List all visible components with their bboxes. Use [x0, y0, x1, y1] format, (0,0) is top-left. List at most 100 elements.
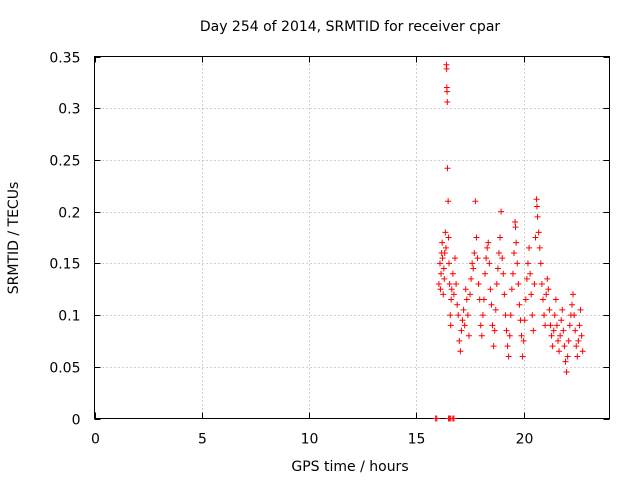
data-point [482, 270, 489, 277]
data-point [578, 332, 585, 339]
data-point [537, 260, 544, 267]
data-point [448, 296, 455, 303]
x-tick-label: 0 [91, 432, 100, 448]
data-point [536, 244, 543, 251]
data-point [564, 353, 571, 360]
data-point [435, 281, 442, 288]
y-axis-title: SRMTID / TECUs [6, 182, 22, 295]
data-point [557, 332, 564, 339]
y-tick-label: 0.15 [49, 257, 80, 273]
data-point [561, 343, 568, 350]
data-point [455, 312, 462, 319]
data-point [439, 255, 446, 262]
data-point [433, 415, 440, 422]
data-point [448, 286, 455, 293]
data-point [576, 322, 583, 329]
data-point [552, 296, 559, 303]
data-point [457, 348, 464, 355]
data-point [531, 281, 538, 288]
data-point [440, 291, 447, 298]
data-point [437, 286, 444, 293]
data-point [484, 244, 491, 251]
data-points [432, 61, 586, 422]
data-point [512, 224, 519, 231]
data-point [487, 286, 494, 293]
y-tick-label: 0.3 [58, 102, 80, 118]
data-point [473, 234, 480, 241]
data-point [577, 306, 584, 313]
data-point [529, 312, 536, 319]
data-point [446, 281, 453, 288]
data-point [443, 65, 450, 72]
data-point [570, 291, 577, 298]
data-point [474, 255, 481, 262]
data-point [498, 208, 505, 215]
data-point [475, 281, 482, 288]
data-point [442, 244, 449, 251]
data-point [555, 337, 561, 344]
data-point [445, 260, 452, 267]
data-point [450, 291, 457, 298]
data-point [504, 343, 511, 350]
data-point [559, 306, 566, 313]
data-point [543, 291, 550, 298]
data-point [483, 255, 490, 262]
data-point [464, 312, 471, 319]
data-point [532, 234, 539, 241]
data-point [521, 317, 528, 324]
data-point [507, 312, 514, 319]
data-point [486, 260, 493, 267]
data-point [445, 234, 452, 241]
data-point [547, 322, 554, 329]
data-point [492, 306, 499, 313]
data-point [565, 337, 572, 344]
data-point [485, 239, 492, 246]
data-point [550, 327, 557, 334]
data-point [551, 312, 558, 319]
data-point [462, 286, 469, 293]
data-point [534, 213, 541, 220]
data-point [470, 265, 477, 272]
chart-title: Day 254 of 2014, SRMTID for receiver cpa… [200, 19, 501, 35]
y-tick-label: 0.2 [58, 206, 80, 222]
data-point [518, 332, 525, 339]
data-point [495, 250, 502, 257]
data-point [442, 229, 449, 236]
data-point [514, 260, 521, 267]
data-point [503, 327, 510, 334]
data-point [572, 327, 579, 334]
data-point [579, 348, 586, 355]
data-point [490, 343, 497, 350]
y-tick-label: 0.25 [49, 154, 80, 170]
y-tick-label: 0.35 [49, 51, 80, 67]
data-point [512, 218, 519, 225]
data-point [459, 317, 466, 324]
data-point [519, 353, 526, 360]
plot-frame [94, 56, 610, 419]
data-point [556, 348, 563, 355]
data-point [509, 270, 516, 277]
data-point [568, 301, 575, 308]
x-tick-label: 5 [198, 432, 207, 448]
data-point [544, 275, 551, 282]
data-point [501, 291, 508, 298]
data-point [471, 250, 478, 257]
data-point [505, 353, 512, 360]
data-point [545, 286, 552, 293]
data-point [469, 260, 476, 267]
data-point [480, 296, 487, 303]
data-point [553, 322, 560, 329]
data-point [546, 306, 553, 313]
data-point [500, 270, 507, 277]
data-point [494, 265, 501, 272]
grid [94, 56, 610, 419]
data-point [542, 322, 549, 329]
y-tick-label: 0 [72, 413, 81, 429]
data-point [460, 306, 467, 313]
data-point [528, 291, 535, 298]
data-point [539, 296, 546, 303]
data-point [511, 250, 518, 257]
data-point [533, 203, 540, 210]
